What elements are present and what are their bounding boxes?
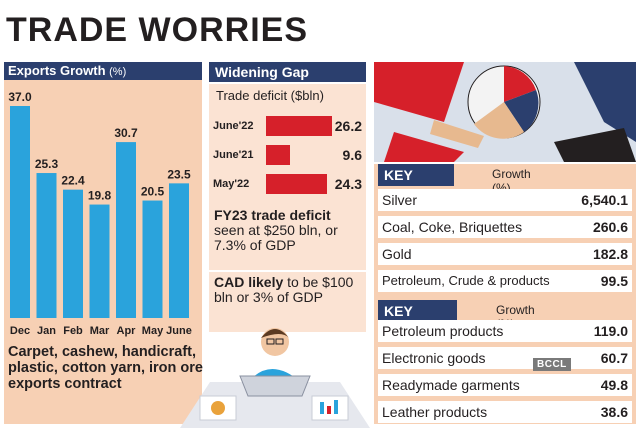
fy23-note-bold: FY23 trade deficit <box>214 207 331 223</box>
import-row: Silver 6,540.1 <box>378 189 632 211</box>
cad-note: CAD likely to be $100 bln or 3% of GDP <box>214 275 364 305</box>
fy23-deficit-note: FY23 trade deficit seen at $250 bln, or … <box>214 208 364 253</box>
fy23-note-panel <box>209 206 366 270</box>
import-row: Gold 182.8 <box>378 243 632 265</box>
exports-growth-unit: (%) <box>109 66 127 78</box>
category-label-apr: Apr <box>117 325 137 337</box>
key-imports-label: KEY IMPORTS <box>378 164 454 205</box>
gap-value: 9.6 <box>342 147 362 163</box>
export-row: Electronic goods 60.7 <box>378 347 632 369</box>
bar-feb <box>63 189 83 318</box>
bar-jan <box>36 173 57 318</box>
page-title: TRADE WORRIES <box>6 11 308 49</box>
category-label-mar: Mar <box>90 325 110 337</box>
exports-contract-note: Carpet, cashew, handicraft, plastic, cot… <box>8 344 203 392</box>
cad-note-panel <box>209 272 366 332</box>
import-row: Coal, Coke, Briquettes 260.6 <box>378 216 632 238</box>
import-name: Silver <box>382 192 418 208</box>
import-row: Petroleum, Crude & products 99.5 <box>378 270 632 292</box>
export-row: Petroleum products 119.0 <box>378 320 632 342</box>
gap-label: June'21 <box>213 149 254 161</box>
category-label-dec: Dec <box>10 325 30 337</box>
trade-deficit-subtitle: Trade deficit ($bln) <box>216 88 324 103</box>
export-name: Petroleum products <box>382 323 504 339</box>
import-name: Coal, Coke, Briquettes <box>382 219 523 235</box>
gap-bar <box>266 116 332 136</box>
bar-june <box>169 183 189 318</box>
value-label-jan: 25.3 <box>35 157 59 171</box>
widening-gap-header: Widening Gap <box>209 62 366 82</box>
gap-row: May'22 24.3 <box>209 174 366 194</box>
gap-value: 26.2 <box>334 118 362 134</box>
import-value: 260.6 <box>592 219 628 235</box>
export-value: 38.6 <box>600 404 628 420</box>
value-label-feb: 22.4 <box>61 174 85 188</box>
value-label-dec: 37.0 <box>8 90 32 104</box>
import-name: Petroleum, Crude & products <box>382 273 550 288</box>
bccl-watermark: BCCL <box>533 358 571 371</box>
person-laptop-illustration <box>180 328 370 428</box>
gap-label: June'22 <box>213 120 254 132</box>
category-label-jan: Jan <box>37 325 56 337</box>
bar-dec <box>10 106 30 318</box>
export-name: Electronic goods <box>382 350 486 366</box>
key-exports-label: KEY EXPORTS <box>378 300 457 341</box>
gap-bar <box>266 145 291 165</box>
export-row: Readymade garments 49.8 <box>378 374 632 396</box>
exports-growth-chart: 37.0 Dec 25.3 Jan 22.4 Feb 19.8 Mar 30.7 Apr 20.5 M… <box>8 90 192 337</box>
export-name: Leather products <box>382 404 488 420</box>
value-label-june: 23.5 <box>167 167 191 181</box>
gap-label: May'22 <box>213 178 250 190</box>
gap-row: June'22 26.2 <box>209 116 366 136</box>
value-label-mar: 19.8 <box>88 189 112 203</box>
export-value: 119.0 <box>593 323 628 339</box>
value-label-may: 20.5 <box>141 185 165 199</box>
export-value: 49.8 <box>600 377 628 393</box>
fy23-note-rest: seen at $250 bln, or 7.3% of GDP <box>214 222 338 253</box>
cad-note-rest: to be $100 bln or 3% of GDP <box>214 274 354 305</box>
gap-bar <box>266 174 328 194</box>
value-label-apr: 30.7 <box>114 126 138 140</box>
import-value: 6,540.1 <box>581 192 628 208</box>
gap-value: 24.3 <box>334 176 362 192</box>
import-name: Gold <box>382 246 412 262</box>
exports-growth-title: Exports Growth <box>8 63 106 78</box>
export-row: Leather products 38.6 <box>378 401 632 423</box>
category-label-june: June <box>166 325 192 337</box>
bar-mar <box>89 204 110 318</box>
category-label-feb: Feb <box>63 325 83 337</box>
import-value: 182.8 <box>592 246 628 262</box>
gap-row: June'21 9.6 <box>209 145 366 165</box>
import-value: 99.5 <box>600 273 628 289</box>
bar-may <box>142 200 163 318</box>
cad-note-bold: CAD likely <box>214 274 284 290</box>
category-label-may: May <box>142 325 164 337</box>
exports-growth-header: Exports Growth (%) <box>4 62 202 80</box>
trade-illustration <box>374 62 636 162</box>
bar-apr <box>116 142 136 318</box>
export-value: 60.7 <box>600 350 628 366</box>
export-name: Readymade garments <box>382 377 520 393</box>
